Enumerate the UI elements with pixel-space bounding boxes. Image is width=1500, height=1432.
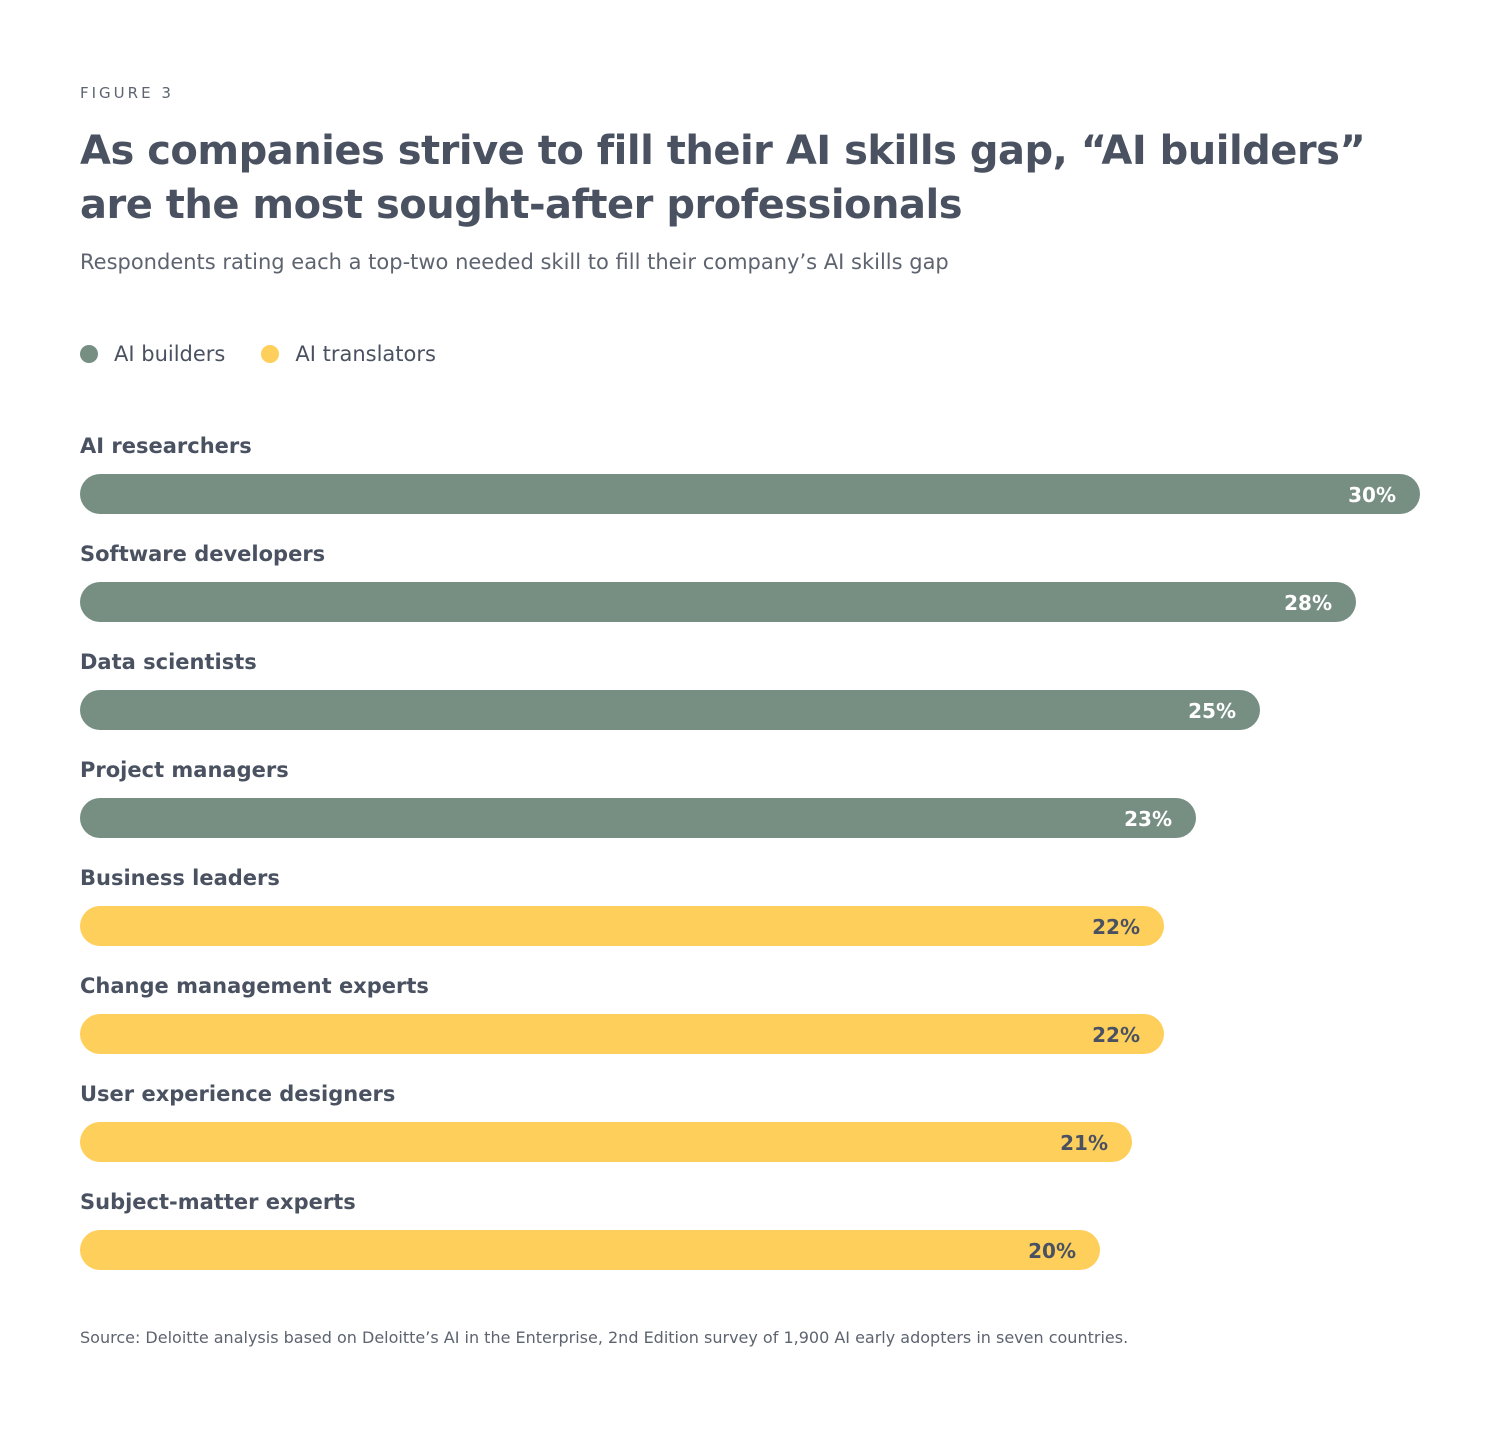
category-label: Business leaders — [80, 866, 280, 890]
legend-label: AI builders — [114, 342, 226, 366]
bar-value-label: 25% — [1188, 699, 1236, 723]
bar-value-label: 21% — [1060, 1131, 1108, 1155]
bar-value-label: 28% — [1284, 591, 1332, 615]
bar: 22% — [80, 906, 1164, 946]
chart-subtitle: Respondents rating each a top-two needed… — [80, 250, 949, 274]
bar-value-label: 30% — [1348, 483, 1396, 507]
source-note: Source: Deloitte analysis based on Deloi… — [80, 1328, 1129, 1347]
category-label: User experience designers — [80, 1082, 396, 1106]
bar: 21% — [80, 1122, 1132, 1162]
legend-label: AI translators — [295, 342, 436, 366]
bar: 20% — [80, 1230, 1100, 1270]
bar: 25% — [80, 690, 1260, 730]
bar-value-label: 20% — [1028, 1239, 1076, 1263]
bar-value-label: 22% — [1092, 1023, 1140, 1047]
legend-dot-ai-translators — [261, 345, 280, 363]
chart-title: As companies strive to fill their AI ski… — [80, 128, 1366, 228]
figure-label: FIGURE 3 — [80, 84, 174, 102]
category-label: Project managers — [80, 758, 289, 782]
category-label: Subject-matter experts — [80, 1190, 356, 1214]
legend-item-ai-builders: AI builders — [80, 342, 225, 366]
legend-dot-ai-builders — [80, 345, 98, 363]
bar-value-label: 22% — [1092, 915, 1140, 939]
category-label: Change management experts — [80, 974, 429, 998]
bar: 28% — [80, 582, 1356, 622]
bar: 30% — [80, 474, 1420, 514]
bar: 22% — [80, 1014, 1164, 1054]
category-label: AI researchers — [80, 434, 252, 458]
bar: 23% — [80, 798, 1196, 838]
bar-value-label: 23% — [1124, 807, 1172, 831]
legend-item-ai-translators: AI translators — [261, 342, 436, 366]
category-label: Software developers — [80, 542, 326, 566]
category-label: Data scientists — [80, 650, 257, 674]
legend: AI builders AI translators — [80, 342, 436, 366]
